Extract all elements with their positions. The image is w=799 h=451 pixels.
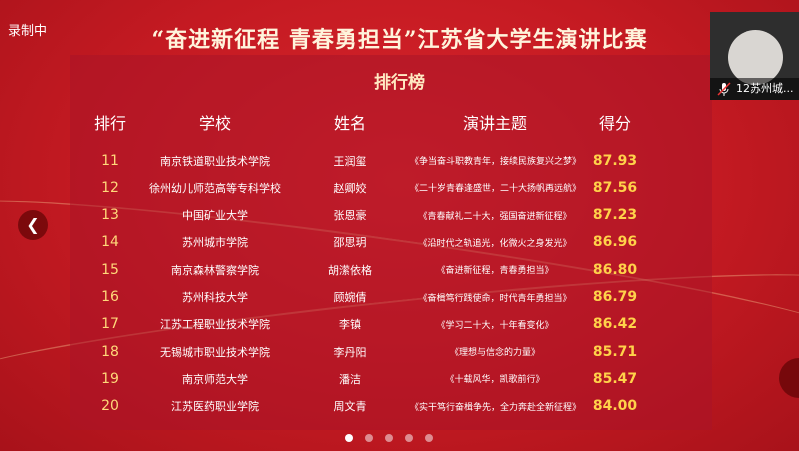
cell-topic: 《青春献礼二十大，强国奋进新征程》 bbox=[418, 211, 572, 222]
cell-rank: 12 bbox=[101, 179, 119, 196]
cell-rank: 17 bbox=[101, 316, 119, 333]
cell-topic: 《二十岁青春逢盛世，二十大扬帆再远航》 bbox=[410, 184, 580, 195]
cell-topic: 《理想与信念的力量》 bbox=[449, 348, 540, 359]
table-row: 16 苏州科技大学 顾婉倩 《奋楫笃行践使命，时代青年勇担当》 86.79 bbox=[80, 284, 650, 311]
cell-score: 85.71 bbox=[592, 343, 638, 360]
cell-score: 86.79 bbox=[592, 289, 638, 305]
participant-label: 12苏州城... bbox=[710, 78, 799, 100]
cell-name: 周文青 bbox=[333, 400, 367, 414]
table-header: 排行 学校 姓名 演讲主题 得分 bbox=[80, 108, 650, 135]
cell-rank: 18 bbox=[101, 343, 119, 360]
cell-topic: 《奋进新征程，青春勇担当》 bbox=[436, 266, 554, 277]
leaderboard-title: 排行榜 bbox=[374, 73, 425, 93]
cell-name: 李丹阳 bbox=[333, 345, 367, 359]
cell-score: 86.80 bbox=[592, 261, 638, 278]
table-row: 15 南京森林警察学院 胡潆依格 《奋进新征程，青春勇担当》 86.80 bbox=[80, 256, 650, 283]
header-school: 学校 bbox=[198, 113, 231, 133]
cell-rank: 20 bbox=[101, 398, 119, 415]
cell-rank: 13 bbox=[101, 207, 119, 224]
cell-school: 南京森林警察学院 bbox=[171, 263, 259, 277]
cell-name: 邵思玥 bbox=[333, 236, 367, 250]
cell-rank: 15 bbox=[101, 261, 119, 278]
cell-topic: 《争当奋斗职教青年，接续民族复兴之梦》 bbox=[410, 157, 580, 167]
chevron-left-icon: ❮ bbox=[26, 215, 40, 234]
cell-school: 中国矿业大学 bbox=[182, 209, 248, 223]
table-row: 12 徐州幼儿师范高等专科学校 赵卿姣 《二十岁青春逢盛世，二十大扬帆再远航》 87.5… bbox=[80, 174, 650, 201]
header-rank: 排行 bbox=[93, 113, 126, 133]
carousel-dot[interactable] bbox=[365, 434, 373, 442]
table-row: 11 南京铁道职业技术学院 王润玺 《争当奋斗职教青年，接续民族复兴之梦》 87.93 bbox=[80, 147, 650, 174]
cell-school: 江苏医药职业学院 bbox=[171, 400, 259, 414]
carousel-dot[interactable] bbox=[405, 434, 413, 442]
cell-name: 潘洁 bbox=[339, 372, 361, 386]
cell-name: 赵卿姣 bbox=[333, 181, 367, 195]
cell-school: 南京师范大学 bbox=[182, 372, 248, 386]
cell-name: 胡潆依格 bbox=[328, 263, 372, 277]
cell-topic: 《沿时代之轨追光，化微火之身发光》 bbox=[418, 238, 572, 249]
cell-topic: 《学习二十大，十年看变化》 bbox=[436, 320, 554, 331]
cell-score: 86.42 bbox=[592, 316, 638, 333]
participant-video-tile[interactable]: 12苏州城... bbox=[710, 12, 799, 100]
cell-school: 苏州城市学院 bbox=[182, 236, 248, 250]
cell-score: 87.93 bbox=[592, 152, 638, 169]
cell-school: 江苏工程职业技术学院 bbox=[160, 318, 270, 332]
cell-topic: 《十载风华，凯歌前行》 bbox=[445, 375, 545, 386]
cell-score: 86.96 bbox=[592, 234, 638, 251]
carousel-dot[interactable] bbox=[425, 434, 433, 442]
cell-rank: 16 bbox=[101, 289, 119, 305]
cell-score: 87.56 bbox=[592, 179, 638, 196]
previous-slide-button[interactable]: ❮ bbox=[18, 210, 48, 240]
cell-topic: 《实干笃行奋楫争先，全力奔赴全新征程》 bbox=[410, 402, 580, 413]
cell-name: 张恩豪 bbox=[333, 209, 367, 223]
cell-school: 无锡城市职业技术学院 bbox=[160, 345, 270, 359]
table-row: 18 无锡城市职业技术学院 李丹阳 《理想与信念的力量》 85.71 bbox=[80, 338, 650, 365]
table-row: 19 南京师范大学 潘洁 《十载风华，凯歌前行》 85.47 bbox=[80, 365, 650, 392]
cell-score: 87.23 bbox=[592, 207, 638, 224]
recording-indicator: 录制中 bbox=[8, 24, 48, 39]
cell-school: 徐州幼儿师范高等专科学校 bbox=[149, 181, 281, 195]
cell-score: 85.47 bbox=[592, 370, 638, 387]
table-row: 13 中国矿业大学 张恩豪 《青春献礼二十大，强国奋进新征程》 87.23 bbox=[80, 202, 650, 229]
next-slide-button[interactable] bbox=[779, 358, 799, 398]
cell-rank: 14 bbox=[101, 234, 119, 251]
leaderboard-panel bbox=[70, 55, 712, 430]
cell-score: 84.00 bbox=[592, 398, 638, 415]
mic-muted-icon bbox=[717, 82, 731, 96]
cell-rank: 19 bbox=[101, 370, 119, 387]
header-score: 得分 bbox=[598, 113, 631, 133]
table-row: 17 江苏工程职业技术学院 李镇 《学习二十大，十年看变化》 86.42 bbox=[80, 311, 650, 338]
header-topic: 演讲主题 bbox=[462, 113, 527, 133]
carousel-dot[interactable] bbox=[385, 434, 393, 442]
carousel-indicator bbox=[345, 434, 433, 442]
cell-rank: 11 bbox=[101, 152, 119, 169]
carousel-dot[interactable] bbox=[345, 434, 353, 442]
cell-name: 李镇 bbox=[339, 318, 361, 332]
table-row: 20 江苏医药职业学院 周文青 《实干笃行奋楫争先，全力奔赴全新征程》 84.00 bbox=[80, 393, 650, 420]
cell-school: 苏州科技大学 bbox=[182, 291, 248, 304]
table-row: 14 苏州城市学院 邵思玥 《沿时代之轨追光，化微火之身发光》 86.96 bbox=[80, 229, 650, 256]
cell-name: 顾婉倩 bbox=[333, 291, 367, 304]
header-name: 姓名 bbox=[333, 113, 366, 133]
cell-name: 王润玺 bbox=[333, 154, 367, 168]
cell-school: 南京铁道职业技术学院 bbox=[160, 154, 270, 168]
participant-avatar bbox=[728, 30, 783, 85]
page-title: “奋进新征程 青春勇担当”江苏省大学生演讲比赛 bbox=[151, 27, 648, 53]
cell-topic: 《奋楫笃行践使命，时代青年勇担当》 bbox=[418, 293, 572, 304]
